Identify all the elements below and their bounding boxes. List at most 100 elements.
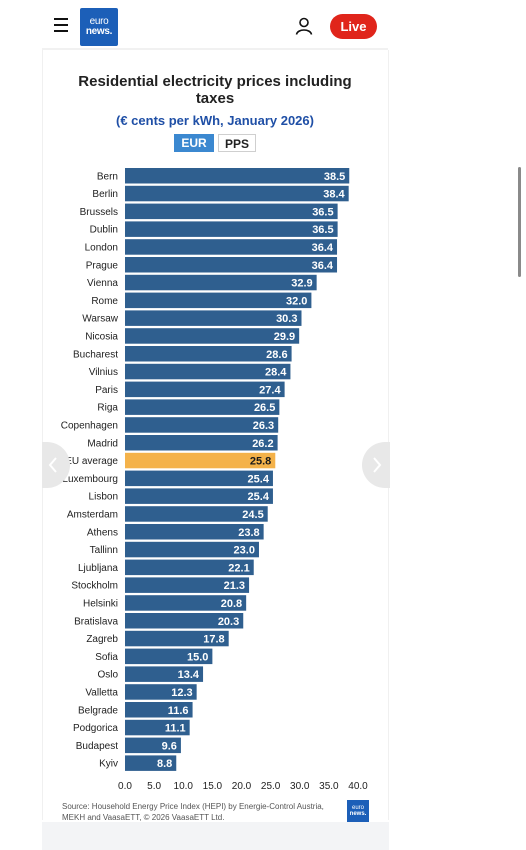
category-label: Madrid bbox=[87, 438, 118, 449]
bar bbox=[125, 239, 338, 255]
chart-subtitle: (€ cents per kWh, January 2026) bbox=[116, 113, 314, 128]
bar bbox=[125, 559, 254, 576]
euronews-logo[interactable]: euro news. bbox=[80, 8, 118, 46]
category-label: Bucharest bbox=[73, 349, 118, 360]
header-divider bbox=[42, 48, 388, 50]
category-label: Amsterdam bbox=[67, 509, 118, 520]
bar bbox=[125, 363, 291, 380]
footer-band bbox=[42, 822, 389, 850]
x-tick-label: 40.0 bbox=[348, 781, 368, 792]
x-tick-label: 20.0 bbox=[232, 781, 252, 792]
category-label: Rome bbox=[91, 296, 118, 307]
data-label: 9.6 bbox=[162, 740, 177, 752]
data-label: 20.8 bbox=[221, 598, 242, 610]
pps-toggle-button[interactable]: PPS bbox=[218, 134, 256, 152]
bar bbox=[125, 666, 204, 682]
category-label: Athens bbox=[87, 527, 118, 538]
chevron-right-icon bbox=[373, 457, 382, 473]
category-label: Ljubljana bbox=[78, 563, 118, 574]
data-label: 28.6 bbox=[266, 349, 287, 361]
bar bbox=[125, 168, 350, 184]
data-label: 13.4 bbox=[178, 669, 200, 681]
data-label: 36.4 bbox=[312, 242, 334, 254]
bar bbox=[125, 719, 190, 736]
bar bbox=[125, 346, 292, 362]
chart-title: Residential electricity prices including… bbox=[78, 73, 352, 107]
data-label: 38.5 bbox=[324, 171, 345, 183]
bar bbox=[125, 203, 338, 220]
data-label: 27.4 bbox=[259, 384, 281, 396]
data-label: 26.2 bbox=[252, 438, 273, 450]
category-label: Prague bbox=[86, 260, 119, 271]
live-button[interactable]: Live bbox=[330, 14, 377, 39]
eur-toggle-button[interactable]: EUR bbox=[174, 134, 214, 152]
x-tick-label: 0.0 bbox=[118, 781, 132, 792]
data-label: 28.4 bbox=[265, 367, 287, 379]
data-label: 38.4 bbox=[323, 189, 345, 201]
bar bbox=[125, 755, 177, 771]
category-label: Bern bbox=[97, 171, 118, 182]
content-border-left bbox=[42, 50, 43, 820]
x-tick-label: 5.0 bbox=[147, 781, 161, 792]
data-label: 12.3 bbox=[171, 687, 192, 699]
category-label: Brussels bbox=[80, 207, 118, 218]
data-label: 32.0 bbox=[286, 295, 307, 307]
bar bbox=[125, 595, 247, 611]
category-label: Zagreb bbox=[86, 634, 118, 645]
hamburger-menu-icon[interactable] bbox=[54, 18, 68, 32]
page-scrollbar[interactable] bbox=[518, 167, 521, 277]
category-label: Berlin bbox=[92, 189, 118, 200]
category-label: Tallinn bbox=[90, 545, 118, 556]
data-label: 30.3 bbox=[276, 313, 297, 325]
x-tick-label: 30.0 bbox=[290, 781, 310, 792]
bar bbox=[125, 257, 338, 273]
bar bbox=[125, 684, 197, 700]
user-icon[interactable] bbox=[295, 17, 313, 35]
content-border-right bbox=[388, 50, 389, 820]
category-label: Belgrade bbox=[78, 705, 118, 716]
bar bbox=[125, 274, 317, 291]
data-label: 20.3 bbox=[218, 616, 239, 628]
euronews-small-logo: euro news. bbox=[347, 800, 369, 822]
data-label: 26.3 bbox=[253, 420, 274, 432]
bar bbox=[125, 328, 300, 344]
data-label: 21.3 bbox=[224, 580, 245, 592]
bar bbox=[125, 524, 264, 540]
x-tick-label: 10.0 bbox=[174, 781, 194, 792]
category-label: Stockholm bbox=[71, 581, 118, 592]
category-label: Paris bbox=[95, 385, 118, 396]
data-label: 23.0 bbox=[234, 545, 255, 557]
category-label: Dublin bbox=[90, 225, 118, 236]
category-label: Podgorica bbox=[73, 723, 118, 734]
bar bbox=[125, 613, 244, 629]
category-label: Luxembourg bbox=[62, 474, 118, 485]
bar bbox=[125, 470, 273, 487]
category-label: Warsaw bbox=[82, 314, 119, 325]
data-label: 22.1 bbox=[228, 562, 249, 574]
data-label: 36.5 bbox=[312, 224, 333, 236]
data-label: 15.0 bbox=[187, 651, 208, 663]
x-tick-label: 15.0 bbox=[203, 781, 223, 792]
source-note: Source: Household Energy Price Index (HE… bbox=[62, 802, 324, 822]
bar bbox=[125, 630, 229, 647]
bar-chart: Bern 38.5 Berlin 38.4 Brussels 36.5 Dublin 36.5… bbox=[61, 168, 368, 792]
data-label: 26.5 bbox=[254, 402, 275, 414]
category-label: Copenhagen bbox=[61, 420, 118, 431]
bar bbox=[125, 292, 312, 309]
category-label: Bratislava bbox=[74, 616, 118, 627]
bar bbox=[125, 221, 338, 237]
bar bbox=[125, 399, 280, 415]
category-label: EU average bbox=[65, 456, 118, 467]
category-label: Sofia bbox=[95, 652, 118, 663]
category-label: Oslo bbox=[97, 670, 118, 681]
data-label: 25.4 bbox=[248, 473, 270, 485]
x-tick-label: 35.0 bbox=[319, 781, 339, 792]
x-tick-label: 25.0 bbox=[261, 781, 281, 792]
data-label: 36.5 bbox=[312, 206, 333, 218]
data-label: 36.4 bbox=[312, 260, 334, 272]
bar bbox=[125, 417, 279, 433]
category-label: Lisbon bbox=[89, 492, 118, 503]
data-label: 17.8 bbox=[203, 634, 224, 646]
category-label: Kyiv bbox=[99, 759, 118, 770]
bar bbox=[125, 702, 193, 718]
